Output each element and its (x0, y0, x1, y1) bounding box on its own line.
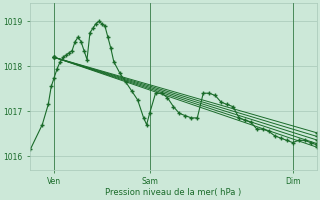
X-axis label: Pression niveau de la mer( hPa ): Pression niveau de la mer( hPa ) (105, 188, 242, 197)
